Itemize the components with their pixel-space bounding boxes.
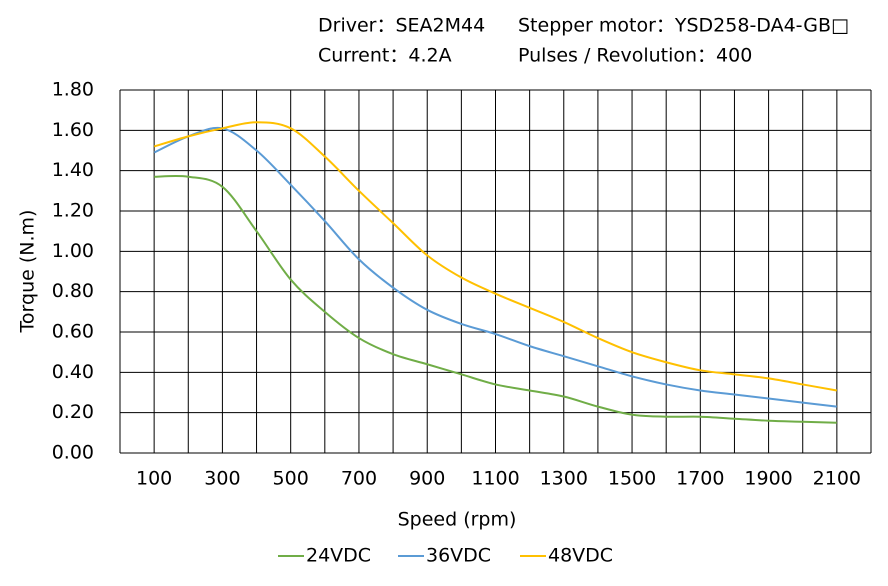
y-tick-label: 1.40 bbox=[52, 159, 94, 181]
y-tick-label: 0.60 bbox=[52, 321, 94, 343]
header-text: Driver：SEA2M44 bbox=[318, 15, 485, 37]
y-tick-label: 0.20 bbox=[52, 401, 94, 423]
legend-label: 24VDC bbox=[306, 545, 371, 567]
y-tick-label: 1.20 bbox=[52, 200, 94, 222]
y-axis-label: Torque (N.m) bbox=[17, 210, 39, 334]
series-line bbox=[154, 174, 837, 424]
x-tick-label: 1500 bbox=[608, 468, 656, 490]
x-tick-label: 100 bbox=[136, 468, 172, 490]
series-line bbox=[153, 121, 838, 392]
legend-label: 36VDC bbox=[426, 545, 491, 567]
y-tick-label: 0.40 bbox=[52, 361, 94, 383]
header-text: Current：4.2A bbox=[318, 45, 452, 67]
x-tick-label: 900 bbox=[409, 468, 445, 490]
x-tick-label: 1900 bbox=[744, 468, 792, 490]
x-tick-label: 1100 bbox=[471, 468, 519, 490]
x-tick-label: 700 bbox=[341, 468, 377, 490]
x-tick-label: 2100 bbox=[813, 468, 861, 490]
x-tick-label: 300 bbox=[204, 468, 240, 490]
x-tick-label: 1700 bbox=[676, 468, 724, 490]
header-text: Stepper motor：YSD258-DA4-GB□ bbox=[518, 15, 849, 37]
y-tick-label: 1.60 bbox=[52, 119, 94, 141]
series-line bbox=[153, 126, 837, 408]
x-tick-label: 500 bbox=[273, 468, 309, 490]
x-tick-label: 1300 bbox=[540, 468, 588, 490]
y-tick-label: 1.00 bbox=[52, 240, 94, 262]
x-axis-label: Speed (rpm) bbox=[398, 509, 517, 531]
y-tick-label: 1.80 bbox=[52, 79, 94, 101]
header-text: Pulses / Revolution：400 bbox=[518, 45, 752, 67]
y-tick-label: 0.00 bbox=[52, 442, 94, 464]
y-tick-label: 0.80 bbox=[52, 280, 94, 302]
legend-label: 48VDC bbox=[548, 545, 613, 567]
